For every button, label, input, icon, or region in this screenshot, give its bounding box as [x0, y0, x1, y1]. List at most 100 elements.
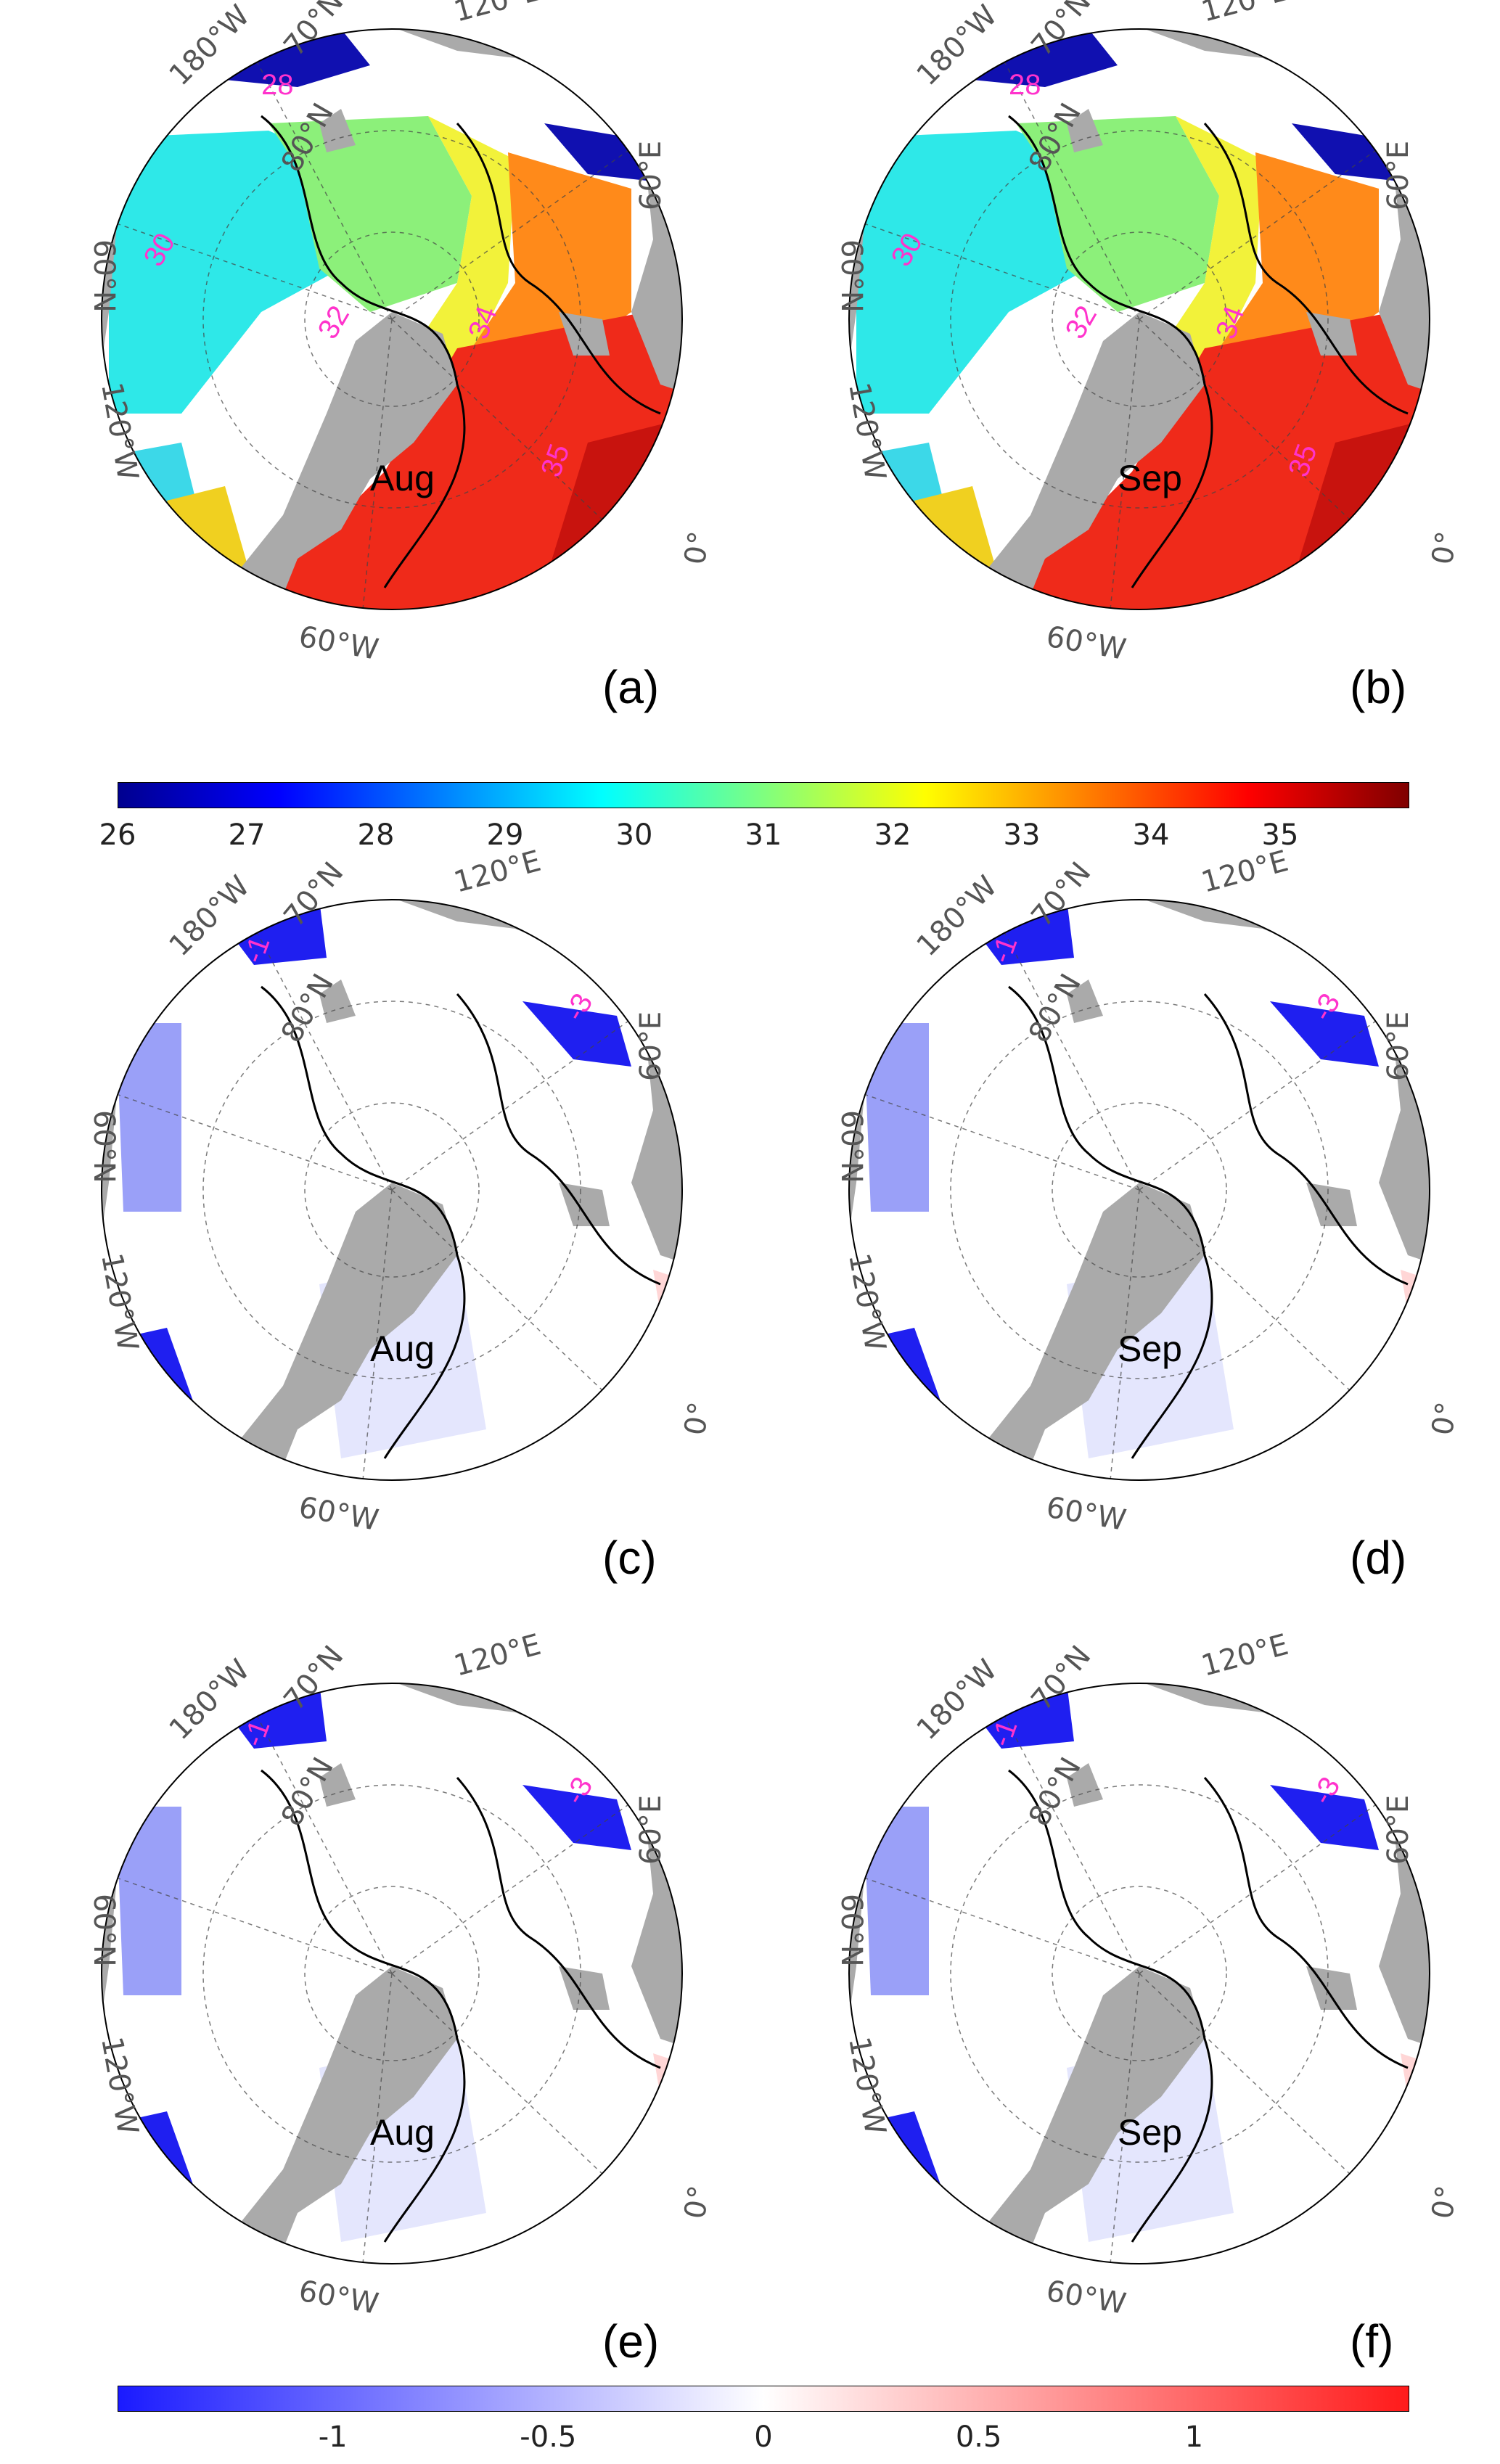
colorbar-tick-label: 31: [745, 818, 782, 852]
map-boundary: [848, 28, 1430, 610]
latitude-80n-circle: [1052, 1102, 1227, 1278]
land-mass-3: [225, 1183, 457, 1480]
map-panel-a: 30 32 34 35 28 120°E 180°W 60°E 60°N 120°W 60°W 0° 7…: [80, 0, 717, 667]
land-mass-4: [631, 1821, 682, 2053]
graticule-label: 60°E: [1382, 1011, 1415, 1081]
difference-field-1: [522, 1785, 631, 1850]
contour-line: [456, 1777, 661, 2069]
colorbar-tick-label: -0.5: [520, 2420, 577, 2454]
difference-field-1: [1270, 1785, 1379, 1850]
latitude-80n-circle: [1052, 231, 1227, 407]
difference-field-3: [864, 1023, 929, 1212]
colorbar-tick-label: 35: [1261, 818, 1299, 852]
graticule-label: 60°N: [87, 1894, 120, 1967]
land-mass-4: [1379, 167, 1430, 399]
difference-field-5: [1401, 1270, 1430, 1328]
meridian-4: [339, 319, 393, 609]
difference-field-5: [653, 2053, 682, 2111]
contour-line: [1203, 1777, 1409, 2069]
difference-field-5: [653, 1270, 682, 1328]
meridian-2: [849, 1085, 1140, 1191]
graticule-label: 120°E: [451, 1628, 544, 1683]
map-boundary: [848, 1683, 1430, 2264]
meridian-4: [339, 1189, 393, 1480]
contour-line: [261, 1769, 466, 2243]
polar-map: -1-3120°E180°W60°E60°N120°W60°W0°70°N80°…: [87, 845, 717, 1537]
graticule-label: 0°: [1426, 1400, 1464, 1438]
land-mass-6: [1067, 109, 1103, 152]
meridian-2: [102, 1085, 393, 1191]
contour-label: 28: [261, 69, 294, 101]
latitude-70n-circle: [202, 1784, 581, 2163]
graticule-label: 120°E: [1198, 1628, 1292, 1683]
panel-label: (e): [602, 2315, 660, 2368]
land-mass-6: [1067, 980, 1103, 1023]
meridian-4: [1086, 1973, 1140, 2264]
latitude-70n-circle: [950, 1784, 1329, 2163]
salinity-field-1: [1016, 116, 1219, 312]
difference-field-3: [864, 1807, 929, 1995]
meridian-2: [849, 214, 1140, 320]
meridian-1: [1139, 993, 1414, 1191]
contour-line: [456, 123, 661, 415]
graticule-label: 60°W: [296, 620, 381, 667]
graticule-label: 60°N: [87, 239, 120, 313]
graticule-label: 120°E: [1198, 845, 1292, 900]
colorbar-tick-label: 28: [357, 818, 395, 852]
panel-label: (a): [602, 661, 660, 713]
land-mass-3: [972, 312, 1205, 609]
difference-field-1: [1270, 1001, 1379, 1067]
latitude-80n-circle: [304, 231, 480, 407]
latitude-80n-circle: [304, 1886, 480, 2061]
graticule-label: 120°E: [451, 845, 544, 900]
graticule-label: 60°W: [1044, 2275, 1128, 2321]
graticule-label: 60°E: [634, 141, 668, 210]
land-mass-6: [319, 109, 356, 152]
land-mass-4: [1379, 1821, 1430, 2053]
graticule-label: 0°: [679, 1400, 717, 1438]
meridian-1: [1139, 1777, 1414, 1974]
contour-line: [1008, 985, 1213, 1459]
land-mass-3: [225, 312, 457, 609]
difference-field-5: [1401, 2053, 1430, 2111]
latitude-70n-circle: [202, 1001, 581, 1379]
contour-line: [1203, 123, 1409, 415]
latitude-70n-circle: [202, 130, 581, 509]
difference-field-3: [116, 1023, 181, 1212]
month-label: Aug: [370, 458, 435, 498]
month-label: Aug: [370, 1328, 435, 1369]
month-label: Sep: [1118, 2112, 1182, 2153]
graticule-label: 60°E: [1382, 1795, 1415, 1865]
map-panel-f: -1 -3 120°E 180°W 60°E 60°N 120°W 60°W 0° 70°N 80°…: [827, 1628, 1464, 2321]
contour-line: [456, 993, 661, 1286]
latitude-70n-circle: [950, 130, 1329, 509]
colorbar-tick-label: 0: [754, 2420, 773, 2454]
meridian-4: [339, 1973, 393, 2264]
graticule-label: 0°: [1426, 2183, 1464, 2222]
colorbar-tick-label: 26: [99, 818, 136, 852]
land-mass-4: [631, 1038, 682, 1270]
graticule-label: 60°N: [87, 1110, 120, 1183]
colorbar-tick-label: 29: [486, 818, 524, 852]
panel-label: (d): [1350, 1532, 1407, 1584]
meridian-2: [102, 214, 393, 320]
latitude-70n-circle: [950, 1001, 1329, 1379]
difference-field-1: [522, 1001, 631, 1067]
land-mass-6: [319, 1763, 356, 1807]
salinity-field-0: [856, 131, 1089, 414]
colorbar-tick-label: -1: [318, 2420, 348, 2454]
land-mass-3: [225, 1966, 457, 2264]
difference-colorbar: [118, 2386, 1409, 2412]
contour-line: [1008, 115, 1213, 588]
graticule-label: 60°W: [296, 1491, 381, 1537]
colorbar-tick-label: 27: [228, 818, 266, 852]
map-boundary: [101, 899, 683, 1481]
month-label: Sep: [1118, 458, 1182, 498]
meridian-2: [102, 1868, 393, 1974]
month-label: Sep: [1118, 1328, 1182, 1369]
contour-line: [1203, 993, 1409, 1286]
polar-map: -1-3120°E180°W60°E60°N120°W60°W0°70°N80°…: [835, 845, 1464, 1537]
colorbar-tick-label: 34: [1132, 818, 1170, 852]
meridian-4: [1086, 1189, 1140, 1480]
